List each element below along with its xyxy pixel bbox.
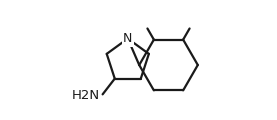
Text: H2N: H2N bbox=[72, 89, 100, 102]
Text: N: N bbox=[123, 32, 132, 45]
